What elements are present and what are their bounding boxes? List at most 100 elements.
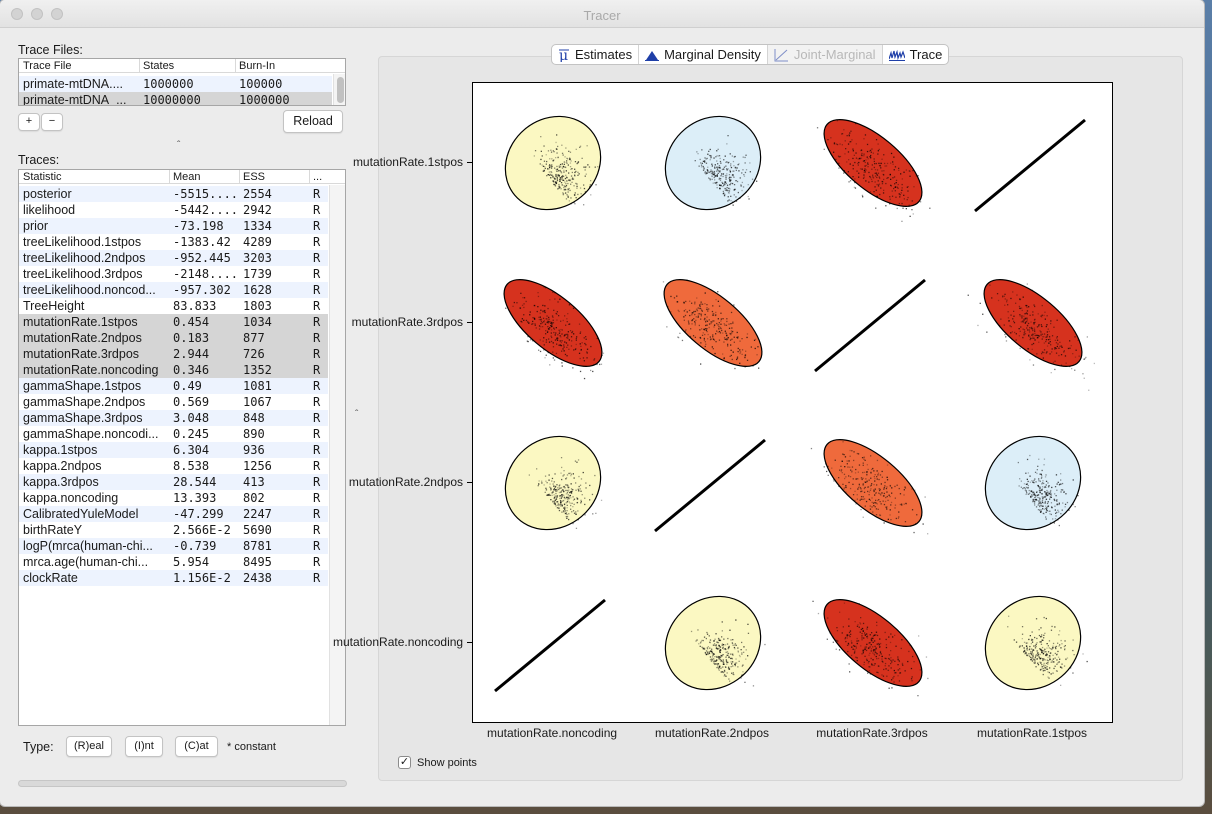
trace-files-table: Trace File States Burn-In primate-mtDNA.… — [18, 58, 346, 106]
sample-points — [810, 441, 929, 535]
col-header-type[interactable]: ... — [313, 171, 323, 183]
table-row[interactable]: gammaShape.3rdpos 3.048 848 R — [19, 410, 328, 426]
scatter-cell — [662, 278, 763, 370]
y-axis-label: mutationRate.3rdpos — [351, 315, 463, 329]
scatter-cell — [664, 115, 762, 211]
y-axis-label: mutationRate.2ndpos — [348, 475, 463, 489]
scatter-cell — [810, 438, 929, 535]
horizontal-scrollbar[interactable] — [18, 780, 347, 787]
table-row[interactable]: logP(mrca(human-chi... -0.739 8781 R — [19, 538, 328, 554]
type-label: Type: — [23, 740, 54, 754]
table-row[interactable]: likelihood -5442.... 2942 R — [23, 203, 321, 217]
correlation-ellipse — [664, 115, 762, 211]
tab-trace[interactable]: Trace — [883, 45, 949, 64]
table-row[interactable]: primate-mtDNA_... 10000000 1000000 — [19, 92, 332, 105]
table-row[interactable]: kappa.1stpos 6.304 936 R — [19, 442, 328, 458]
sample-points — [505, 286, 605, 380]
x-axis-label: mutationRate.noncoding — [486, 726, 618, 740]
correlation-ellipse — [983, 278, 1083, 368]
sample-points — [662, 279, 760, 370]
col-header-states[interactable]: States — [143, 60, 175, 72]
table-row[interactable]: mutationRate.3rdpos 2.944 726 R — [19, 346, 328, 362]
table-row[interactable]: CalibratedYuleModel -47.299 2247 R — [19, 506, 328, 522]
tab-joint-marginal[interactable]: Joint-Marginal — [767, 45, 883, 64]
correlation-ellipse — [984, 595, 1082, 691]
y-tick — [467, 482, 472, 483]
reload-button[interactable]: Reload — [283, 110, 343, 133]
col-header-burn-in[interactable]: Burn-In — [239, 60, 276, 72]
y-axis-label: mutationRate.1stpos — [352, 155, 463, 169]
x-axis-label: mutationRate.3rdpos — [816, 726, 928, 740]
table-row[interactable]: posterior -5515.... 2554 R — [19, 186, 328, 202]
scatter-cell — [816, 118, 931, 222]
mu-icon: µ — [559, 48, 569, 62]
traces-label: Traces: — [18, 153, 60, 167]
col-header-mean[interactable]: Mean — [173, 171, 201, 183]
scatter-cell — [494, 598, 606, 693]
add-trace-file-button[interactable]: + — [18, 113, 40, 131]
sample-points — [533, 134, 599, 206]
close-window-icon[interactable] — [11, 8, 23, 20]
y-tick — [467, 322, 472, 323]
table-row[interactable]: treeLikelihood.noncod... -957.302 1628 R — [19, 282, 328, 298]
sample-points — [528, 457, 603, 529]
traces-scrollbar[interactable] — [329, 185, 345, 725]
table-row[interactable]: clockRate 1.156E-2 2438 R — [19, 570, 328, 586]
show-points-checkbox[interactable]: ✓ — [398, 756, 411, 769]
sample-points — [1007, 615, 1088, 686]
trace-files-label: Trace Files: — [18, 43, 83, 57]
sample-points — [967, 283, 1095, 391]
scatter-cell — [984, 435, 1082, 531]
table-row[interactable]: gammaShape.1stpos 0.49 1081 R — [19, 378, 328, 394]
table-row[interactable]: mutationRate.2ndpos 0.183 877 R — [19, 330, 328, 346]
table-row[interactable]: primate-mtDNA.... 1000000 100000 — [19, 76, 332, 92]
col-header-ess[interactable]: ESS — [243, 171, 266, 183]
constant-note: * constant — [227, 741, 276, 753]
table-row[interactable]: treeLikelihood.1stpos -1383.42 4289 R — [23, 235, 321, 249]
minimize-window-icon[interactable] — [31, 8, 43, 20]
svg-text:µ: µ — [559, 48, 568, 62]
correlation-ellipse — [664, 595, 762, 691]
cat-type-button[interactable]: (C)at — [175, 736, 218, 757]
zoom-window-icon[interactable] — [51, 8, 63, 20]
table-row[interactable]: mutationRate.1stpos 0.454 1034 R — [19, 314, 328, 330]
y-tick — [467, 162, 472, 163]
table-row[interactable]: mrca.age(human-chi... 5.954 8495 R — [23, 555, 321, 569]
scatter-matrix — [494, 115, 1095, 697]
scatter-cell — [967, 278, 1095, 391]
table-row[interactable]: kappa.3rdpos 28.544 413 R — [19, 474, 328, 490]
table-row[interactable]: prior -73.198 1334 R — [19, 218, 328, 234]
split-handle-icon[interactable]: ˆ — [177, 140, 181, 151]
col-header-trace-file[interactable]: Trace File — [23, 60, 72, 72]
table-row[interactable]: TreeHeight 83.833 1803 R — [23, 299, 321, 313]
sample-points — [816, 120, 931, 222]
traces-header: Statistic Mean ESS ... — [19, 170, 345, 184]
scatter-cell — [814, 278, 926, 373]
sample-points — [1017, 454, 1079, 527]
tab-estimates[interactable]: µ Estimates — [552, 45, 640, 64]
remove-trace-file-button[interactable]: − — [41, 113, 63, 131]
x-axis-label: mutationRate.1stpos — [976, 726, 1088, 740]
density-icon — [645, 50, 660, 61]
table-row[interactable]: kappa.noncoding 13.393 802 R — [23, 491, 321, 505]
table-row[interactable]: birthRateY 2.566E-2 5690 R — [23, 523, 321, 537]
table-row[interactable]: treeLikelihood.2ndpos -952.445 3203 R — [19, 250, 328, 266]
int-type-button[interactable]: (I)nt — [125, 736, 163, 757]
identity-line — [974, 118, 1086, 213]
tab-marginal-density[interactable]: Marginal Density — [639, 45, 768, 64]
col-header-statistic[interactable]: Statistic — [23, 171, 62, 183]
trace-files-scrollbar[interactable] — [333, 74, 345, 105]
real-type-button[interactable]: (R)eal — [66, 736, 112, 757]
scatter-cell — [503, 278, 605, 380]
joint-marginal-icon — [774, 48, 788, 61]
table-row[interactable]: gammaShape.2ndpos 0.569 1067 R — [23, 395, 321, 409]
scatter-cell — [504, 435, 603, 531]
correlation-ellipse — [663, 278, 763, 368]
y-tick — [467, 642, 472, 643]
table-row[interactable]: gammaShape.noncodi... 0.245 890 R — [23, 427, 321, 441]
table-row[interactable]: kappa.2ndpos 8.538 1256 R — [23, 459, 321, 473]
table-row[interactable]: treeLikelihood.3rdpos -2148.... 1739 R — [23, 267, 321, 281]
split-handle-icon[interactable]: ˆ — [355, 409, 359, 420]
scatter-cell — [654, 438, 766, 533]
table-row[interactable]: mutationRate.noncoding 0.346 1352 R — [19, 362, 328, 378]
